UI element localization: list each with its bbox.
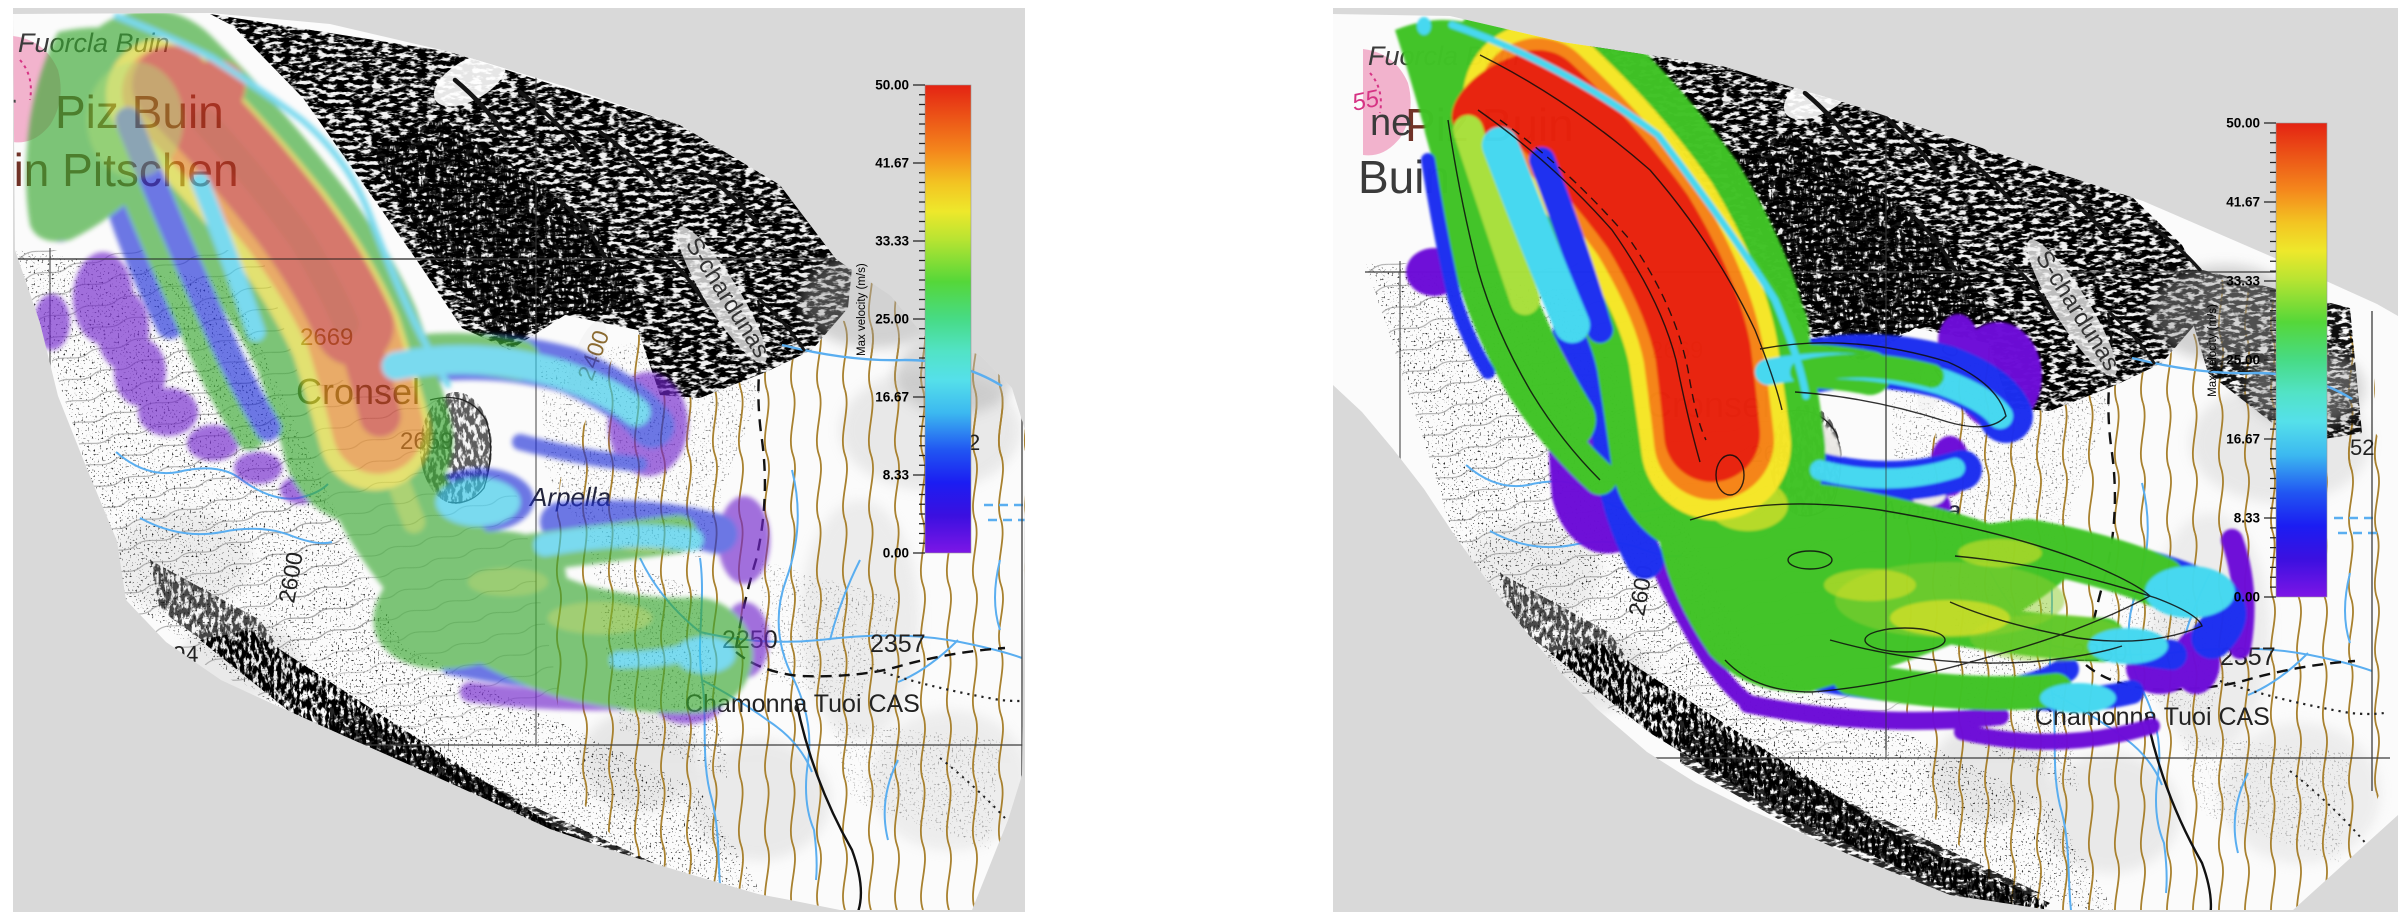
svg-text:33.33: 33.33	[875, 234, 909, 249]
svg-text:8.33: 8.33	[2234, 511, 2261, 526]
svg-text:52: 52	[2350, 435, 2374, 460]
svg-text:41.67: 41.67	[2226, 195, 2260, 210]
svg-text:25.00: 25.00	[875, 312, 909, 327]
svg-text:16.67: 16.67	[875, 390, 909, 405]
svg-text:ne: ne	[1370, 102, 1412, 144]
svg-text:Max velocity (m/s): Max velocity (m/s)	[2207, 304, 2219, 397]
svg-text:0.00: 0.00	[883, 546, 909, 561]
svg-text:0.00: 0.00	[2234, 590, 2260, 605]
svg-text:25.00: 25.00	[2226, 353, 2260, 368]
svg-text:Max velocity (m/s): Max velocity (m/s)	[856, 263, 868, 356]
svg-text:2357: 2357	[870, 630, 926, 658]
svg-text:50.00: 50.00	[2226, 116, 2260, 131]
svg-text:8.33: 8.33	[883, 468, 910, 483]
svg-text:33.33: 33.33	[2226, 274, 2260, 289]
svg-text:55: 55	[1350, 85, 1382, 117]
svg-text:er: er	[0, 88, 16, 126]
svg-text:41.67: 41.67	[875, 156, 909, 171]
svg-text:16.67: 16.67	[2226, 432, 2260, 447]
svg-text:50.00: 50.00	[875, 78, 909, 93]
